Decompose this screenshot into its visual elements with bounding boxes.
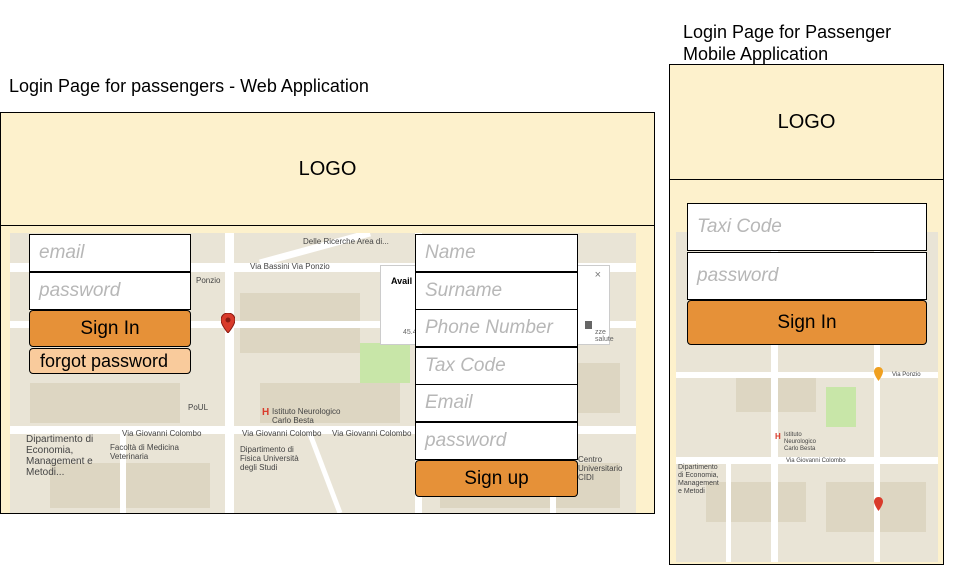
mobile-caption-line1: Login Page for Passenger xyxy=(683,22,892,42)
sign-in-button[interactable]: Sign In xyxy=(29,310,191,347)
map-label-bassini: Via Bassini Via Ponzio xyxy=(250,262,330,271)
map-label-ponzio: Ponzio xyxy=(196,276,221,285)
close-icon[interactable]: × xyxy=(594,269,601,281)
name-field[interactable]: Name xyxy=(415,234,578,272)
web-frame: LOGO Via Bassini Via Ponzio Delle Rice xyxy=(0,112,655,514)
map-label-istituto: Istituto Neurologico Carlo Besta xyxy=(272,407,341,425)
popup-side: zze salute xyxy=(595,329,614,343)
mobile-caption-line2: Mobile Application xyxy=(683,44,829,64)
map-label-poul: PoUL xyxy=(188,403,209,412)
mobile-password-field[interactable]: password xyxy=(687,252,927,300)
popup-line: 45.4 xyxy=(403,329,417,336)
mobile-logo: LOGO xyxy=(777,110,836,133)
mobile-header: LOGO xyxy=(670,65,943,180)
mobile-pin-icon-orange[interactable] xyxy=(874,367,883,381)
mobile-sign-in-button[interactable]: Sign In xyxy=(687,300,927,345)
password-field[interactable]: password xyxy=(29,272,191,310)
map-pin-icon[interactable] xyxy=(221,313,235,333)
web-caption: Login Page for passengers - Web Applicat… xyxy=(9,76,369,96)
forgot-password-button[interactable]: forgot password xyxy=(29,348,191,374)
mobile-hospital-icon: H xyxy=(775,432,781,441)
signup-email-field[interactable]: Email xyxy=(415,384,578,422)
sign-up-button[interactable]: Sign up xyxy=(415,460,578,497)
map-label-fisica: Dipartimento di Fisica Università degli … xyxy=(240,445,299,472)
map-label-colombo-1: Via Giovanni Colombo xyxy=(122,429,202,438)
mobile-map-label-colombo: Via Giovanni Colombo xyxy=(786,458,846,464)
hospital-icon: H xyxy=(262,407,270,418)
map-label-medicina: Facoltà di Medicina Veterinaria xyxy=(110,443,179,461)
map-label-colombo-2: Via Giovanni Colombo xyxy=(242,429,322,438)
mobile-map-label-istituto: Istituto Neurologico Carlo Besta xyxy=(784,432,817,452)
phone-field[interactable]: Phone Number xyxy=(415,309,578,347)
map-label-centro: Centro Universitario CIDI xyxy=(578,455,623,482)
map-label-colombo-3: Via Giovanni Colombo xyxy=(332,429,412,438)
mobile-map-label-dipartimento: Dipartimento di Economia, Management e M… xyxy=(678,464,719,495)
trash-icon[interactable] xyxy=(585,321,592,329)
tax-code-field[interactable]: Tax Code xyxy=(415,347,578,385)
taxi-code-field[interactable]: Taxi Code xyxy=(687,203,927,251)
signup-password-field[interactable]: password xyxy=(415,422,578,460)
surname-field[interactable]: Surname xyxy=(415,272,578,310)
mobile-frame: LOGO Dipartimento di Economia, Managemen… xyxy=(669,64,944,565)
web-logo: LOGO xyxy=(298,157,357,180)
mobile-map-label-ponzio: Via Ponzio xyxy=(892,372,921,378)
map-label-ricerche: Delle Ricerche Area di... xyxy=(303,237,389,246)
map-label-dipartimento-economia: Dipartimento di Economia, Management e M… xyxy=(26,434,94,478)
web-header: LOGO xyxy=(1,113,654,226)
popup-title: Avail xyxy=(391,276,413,286)
mobile-pin-icon-red[interactable] xyxy=(874,497,883,511)
email-field[interactable]: email xyxy=(29,234,191,272)
